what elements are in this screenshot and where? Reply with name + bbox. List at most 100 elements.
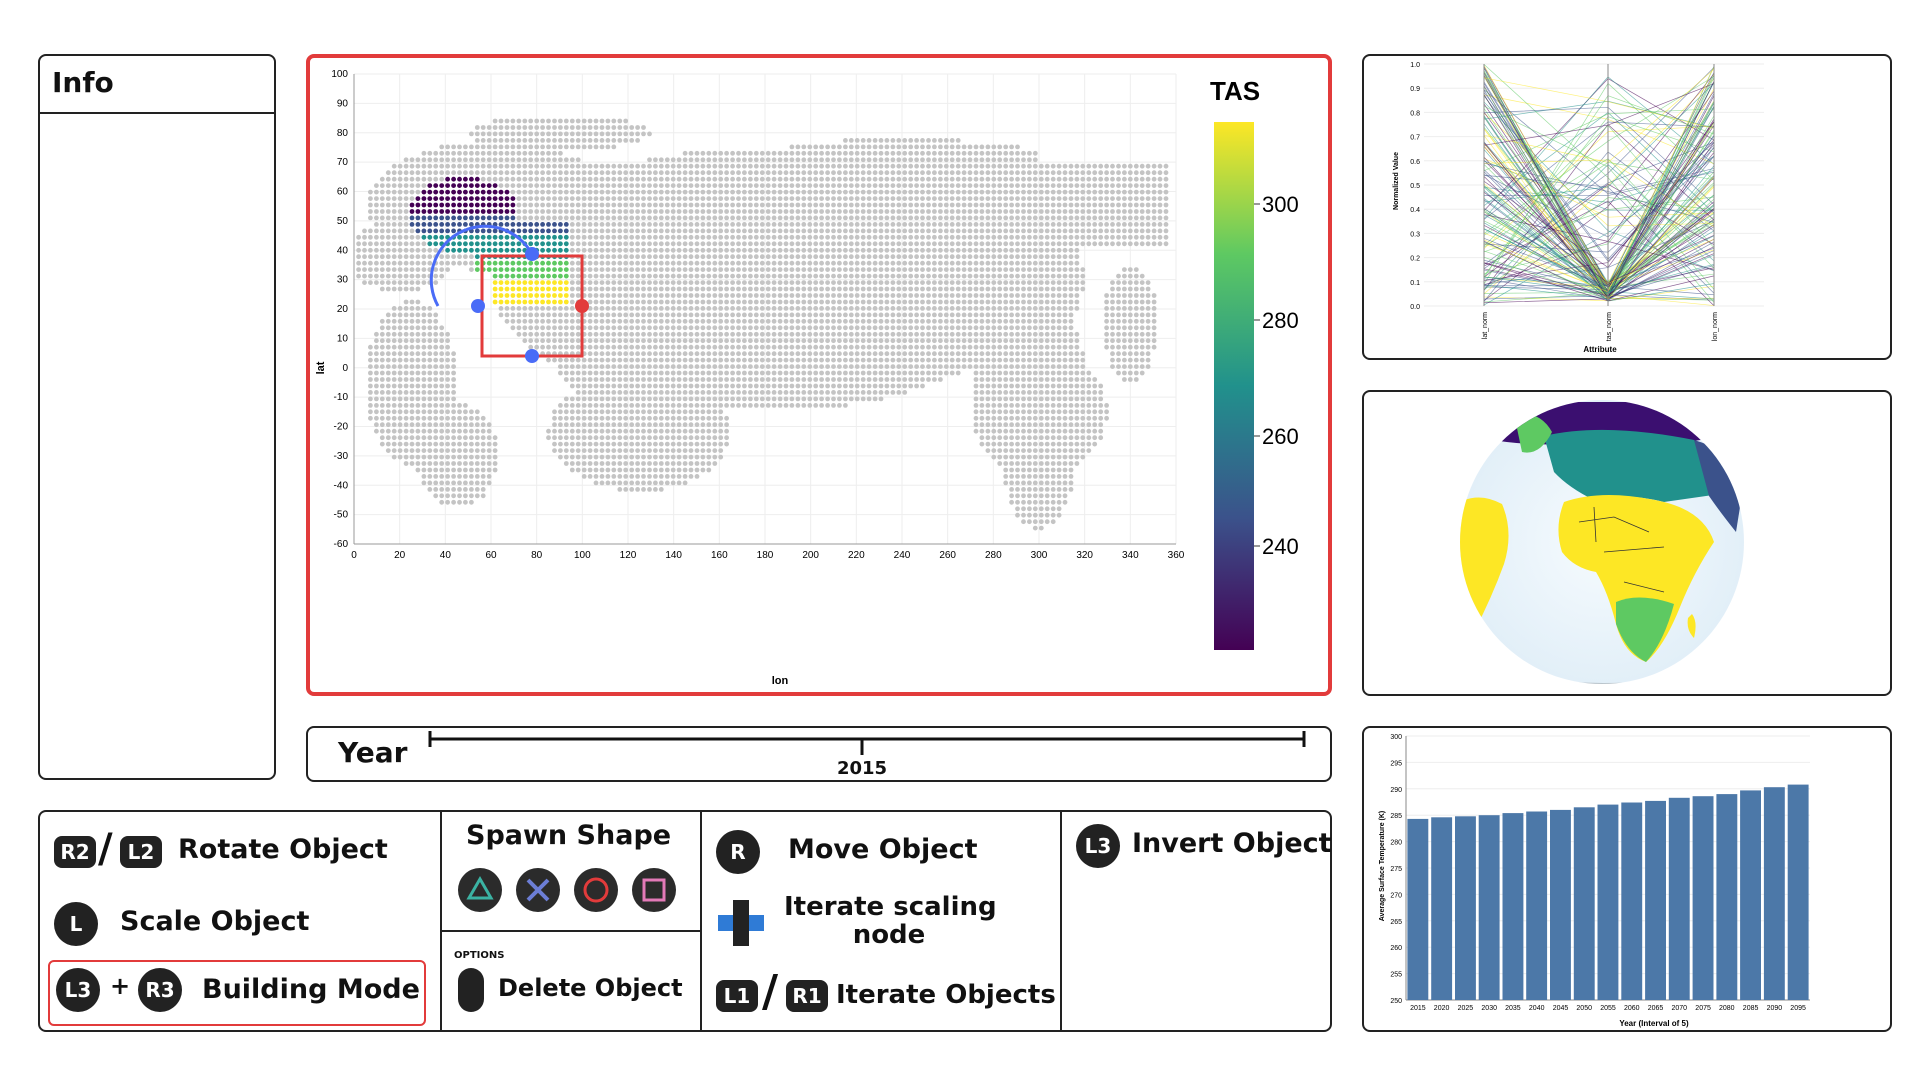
map-dot	[866, 170, 872, 176]
map-dot	[546, 344, 551, 350]
map-dot	[617, 293, 623, 298]
map-dot	[932, 196, 937, 202]
map-dot	[676, 383, 682, 389]
map-dot	[694, 260, 700, 266]
map-dot	[848, 280, 854, 285]
map-dot	[528, 338, 534, 344]
map-dot	[1104, 241, 1109, 247]
map-dot	[397, 318, 403, 324]
map-dot	[789, 267, 795, 272]
map-dot	[920, 176, 925, 182]
map-dot	[736, 183, 741, 188]
map-dot	[676, 247, 682, 253]
map-dot	[967, 234, 973, 240]
map-dot	[611, 357, 617, 363]
map-dot	[938, 150, 943, 156]
map-dot	[777, 306, 783, 311]
map-dot	[1086, 176, 1092, 182]
map-dot	[403, 247, 409, 253]
map-dot	[474, 163, 480, 169]
map-dot	[391, 370, 397, 376]
map-dot	[569, 170, 575, 176]
map-dot	[878, 176, 884, 182]
map-dot	[759, 189, 765, 195]
map-dot	[510, 209, 516, 214]
map-panel[interactable]: 0 20 40 60 80 100 120 140 160 180 200 220 240 260 280 3…	[306, 54, 1332, 696]
map-dot	[676, 338, 682, 344]
map-dot	[635, 299, 640, 305]
map-dot	[1122, 234, 1127, 240]
map-dot	[807, 215, 813, 221]
map-dot	[605, 357, 611, 363]
map-dot	[599, 306, 605, 311]
map-dot	[997, 383, 1003, 389]
map-dot	[439, 267, 445, 272]
map-dot	[1038, 247, 1044, 253]
map-dot	[469, 209, 474, 214]
map-dot	[967, 364, 973, 369]
map-dot	[664, 222, 670, 227]
map-dot	[837, 209, 842, 214]
map-dot	[955, 306, 961, 311]
map-dot	[878, 325, 884, 331]
map-dot	[1038, 254, 1044, 260]
map-dot	[1068, 390, 1074, 395]
map-dot	[795, 176, 801, 182]
map-dot	[569, 209, 575, 214]
map-dot	[843, 396, 848, 402]
map-dot	[647, 209, 652, 214]
map-dot	[932, 344, 937, 350]
map-dot	[878, 183, 884, 188]
map-dot	[1145, 338, 1151, 344]
map-dot	[926, 150, 931, 156]
map-dot	[1104, 176, 1109, 182]
tas-scatter-map[interactable]: 0 20 40 60 80 100 120 140 160 180 200 220 240 260 280 3…	[310, 58, 1328, 692]
map-dot	[374, 390, 379, 395]
map-dot	[581, 118, 587, 124]
map-dot	[1044, 189, 1050, 195]
map-dot	[552, 344, 557, 350]
map-dot	[795, 325, 801, 331]
map-dot	[682, 344, 688, 350]
map-dot	[759, 254, 765, 260]
map-dot	[860, 273, 866, 279]
map-dot	[1092, 183, 1098, 188]
map-dot	[374, 409, 379, 415]
map-dot	[658, 331, 664, 337]
map-dot	[457, 260, 462, 266]
map-dot	[391, 228, 397, 234]
map-dot	[973, 176, 979, 182]
map-dot	[546, 228, 551, 234]
map-dot	[1015, 247, 1020, 253]
map-dot	[1062, 293, 1068, 298]
map-dot	[742, 234, 747, 240]
map-dot	[1050, 299, 1056, 305]
map-dot	[801, 357, 807, 363]
map-dot	[641, 260, 646, 266]
map-dot	[1145, 241, 1151, 247]
map-dot	[955, 157, 961, 163]
map-dot	[427, 202, 433, 208]
map-dot	[694, 370, 700, 376]
map-dot	[783, 267, 789, 272]
map-dot	[1086, 234, 1092, 240]
map-dot	[552, 409, 557, 415]
map-dot	[688, 331, 694, 337]
map-dot	[385, 344, 391, 350]
map-dot	[801, 306, 807, 311]
map-dot	[599, 144, 605, 150]
map-dot	[1127, 357, 1133, 363]
map-dot	[575, 176, 581, 182]
map-dot	[1015, 377, 1020, 382]
map-dot	[1032, 293, 1038, 298]
map-dot	[415, 377, 421, 382]
map-dot	[1145, 357, 1151, 363]
map-dot	[534, 144, 540, 150]
map-dot	[949, 176, 955, 182]
map-dot	[605, 222, 611, 227]
map-dot	[427, 351, 433, 357]
map-dot	[1145, 351, 1151, 357]
map-dot	[872, 299, 878, 305]
map-dot	[415, 267, 421, 272]
map-dot	[1009, 344, 1014, 350]
